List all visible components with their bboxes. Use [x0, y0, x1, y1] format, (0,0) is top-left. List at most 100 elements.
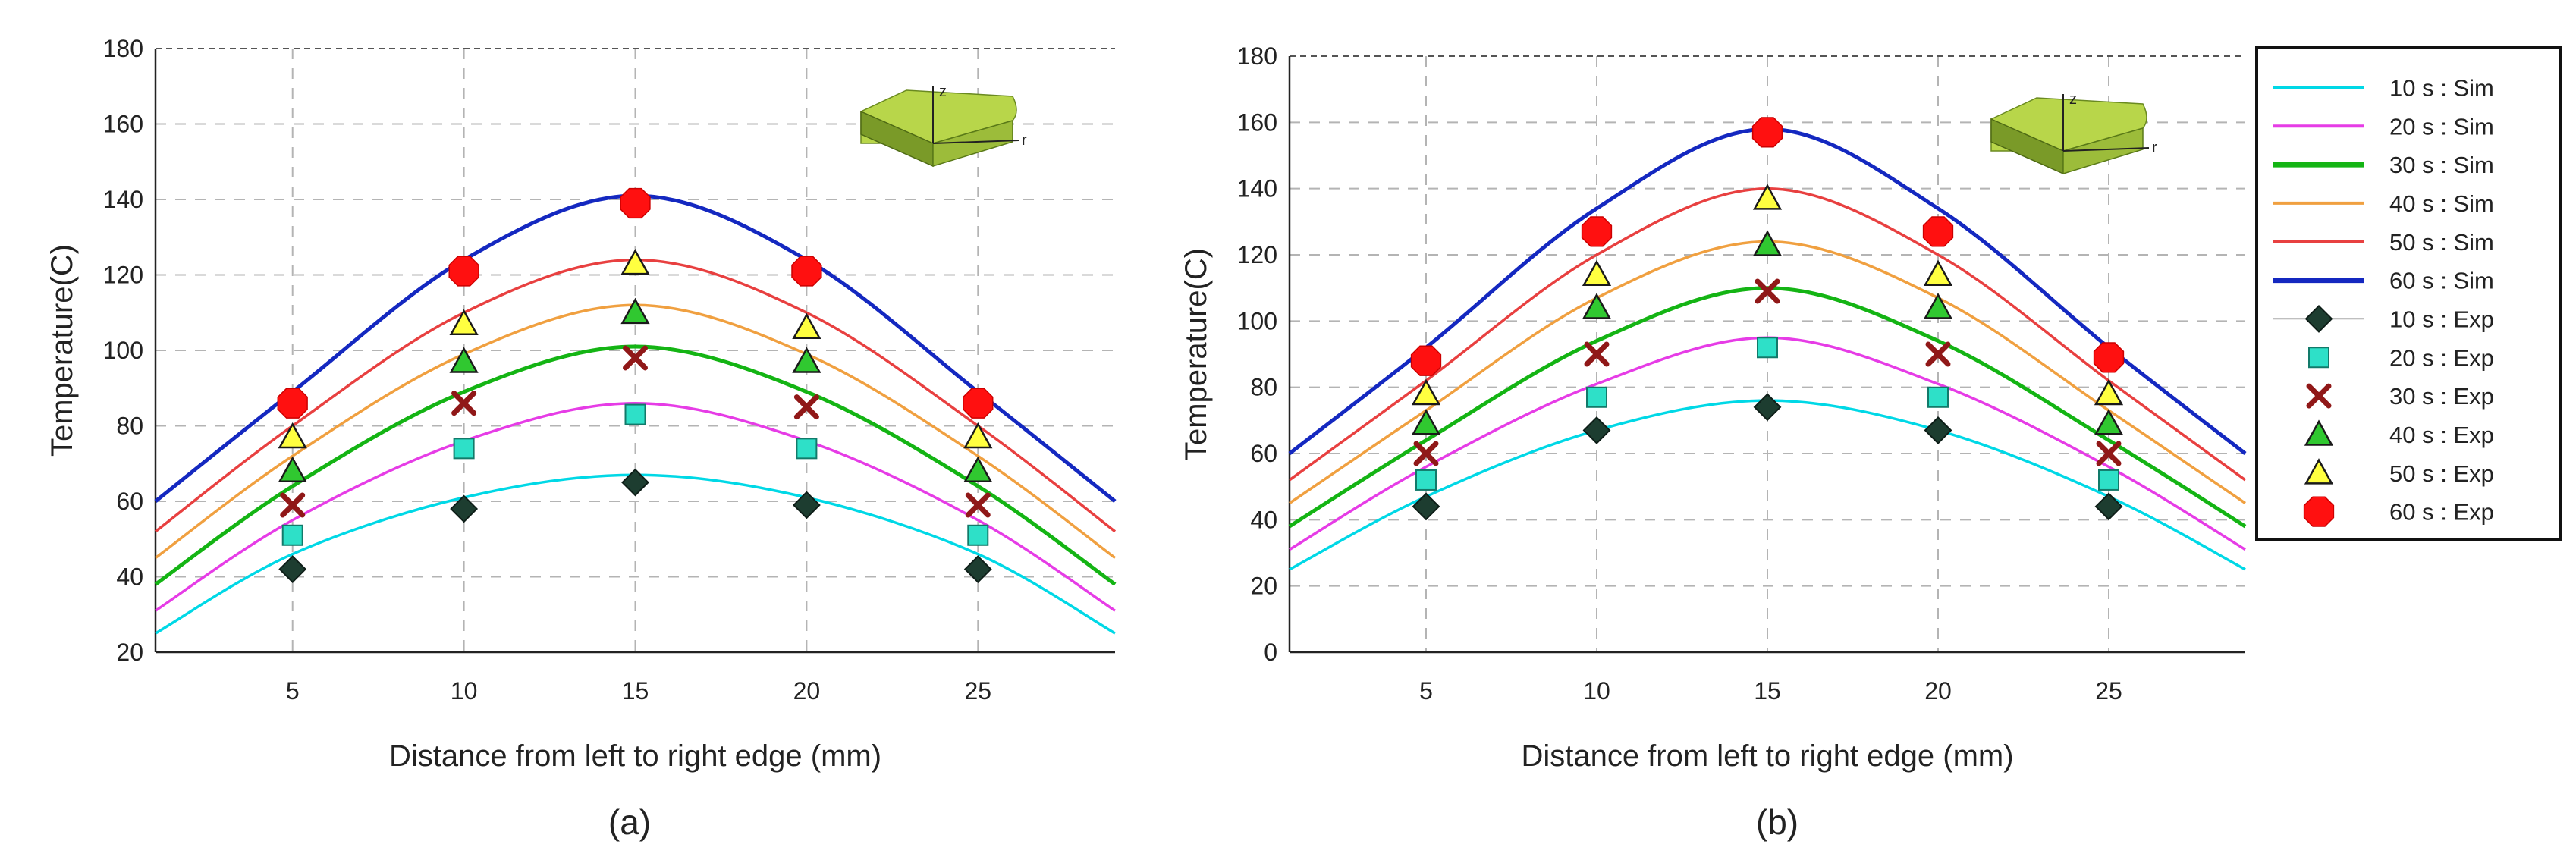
- inset-side-face-a: [932, 120, 1013, 168]
- legend-item-6: 10 s : Exp: [2273, 305, 2494, 333]
- exp-series-b-0: [1412, 393, 2123, 521]
- exp-point-a-5-3: [791, 256, 822, 287]
- y-tick-label-a-1: 40: [116, 563, 143, 591]
- exp-point-b-5-3: [1922, 216, 1954, 247]
- exp-point-b-4-1: [1582, 259, 1612, 287]
- y-tick-label-b-9: 180: [1237, 42, 1277, 70]
- exp-point-b-5-4: [2093, 342, 2125, 373]
- exp-point-a-1-0: [281, 524, 303, 546]
- exp-point-a-0-1: [450, 494, 479, 523]
- exp-series-a-3: [278, 297, 993, 483]
- exp-series-a-0: [278, 468, 992, 583]
- exp-point-b-1-3: [1927, 386, 1949, 408]
- exp-point-b-1-4: [2098, 469, 2119, 491]
- exp-point-b-3-0: [1411, 409, 1441, 435]
- chart-panel-b: 5 10 15 20 25 0 20 40 60 80 100 120 140 160 180 Distanc…: [1180, 42, 2247, 773]
- exp-point-b-2-4: [2096, 441, 2122, 466]
- exp-point-a-1-3: [796, 438, 818, 460]
- exp-point-a-4-3: [792, 312, 821, 339]
- legend-marker-11: [2303, 496, 2335, 527]
- exp-point-b-2-2-stroke-2: [1755, 278, 1780, 304]
- y-tick-label-b-2: 40: [1250, 506, 1277, 533]
- exp-point-a-2-1-stroke-2: [451, 391, 477, 416]
- x-tick-label-a-4: 25: [964, 677, 991, 705]
- exp-point-a-5-1: [448, 256, 479, 287]
- legend-label-10: 50 s : Exp: [2389, 460, 2494, 487]
- exp-point-b-4-2: [1752, 184, 1783, 210]
- y-tick-label-a-4: 100: [103, 337, 143, 364]
- exp-point-b-2-0-stroke-2: [1413, 441, 1439, 466]
- exp-point-a-3-4: [963, 456, 993, 483]
- exp-series-a-5: [277, 187, 994, 419]
- x-tick-label-b-0: 5: [1419, 677, 1433, 705]
- legend-marker-10: [2304, 458, 2334, 485]
- exp-point-b-2-4-stroke-2: [2096, 441, 2122, 466]
- y-tick-label-b-1: 20: [1250, 573, 1277, 600]
- legend-item-2: 30 s : Sim: [2273, 152, 2494, 178]
- panel-label-b: (b): [1756, 802, 1798, 842]
- exp-point-a-3-2: [620, 297, 650, 325]
- exp-point-a-2-2: [623, 345, 648, 371]
- legend-item-10: 50 s : Exp: [2304, 458, 2494, 487]
- inset-r-label-b: r: [2152, 140, 2157, 156]
- exp-point-a-5-4: [963, 388, 994, 419]
- x-tick-label-b-2: 15: [1754, 677, 1781, 705]
- inset-r-label-a: r: [1022, 132, 1027, 149]
- y-tick-label-a-6: 140: [103, 186, 143, 213]
- legend-marker-6: [2304, 305, 2333, 333]
- exp-series-a-4: [278, 249, 993, 449]
- legend-label-11: 60 s : Exp: [2389, 499, 2494, 526]
- inset-geometry-a: zr: [860, 83, 1027, 168]
- x-tick-label-b-3: 20: [1924, 677, 1952, 705]
- exp-series-b-3: [1411, 230, 2124, 435]
- legend-label-1: 20 s : Sim: [2389, 113, 2494, 140]
- exp-point-b-3-2: [1752, 230, 1783, 256]
- x-axis-title-a: Distance from left to right edge (mm): [389, 739, 881, 773]
- legend-item-8: 30 s : Exp: [2306, 383, 2494, 410]
- x-tick-label-a-2: 15: [622, 677, 649, 705]
- exp-point-b-2-1-stroke-2: [1584, 341, 1610, 367]
- legend-item-1: 20 s : Sim: [2273, 113, 2494, 140]
- exp-point-a-0-4: [963, 555, 992, 583]
- exp-series-a-2: [280, 345, 991, 518]
- legend-item-11: 60 s : Exp: [2303, 496, 2494, 527]
- y-tick-label-b-8: 160: [1237, 108, 1277, 136]
- exp-point-a-2-0: [280, 492, 306, 518]
- y-tick-label-b-4: 80: [1250, 374, 1277, 401]
- exp-point-b-3-4: [2094, 409, 2124, 435]
- exp-series-a-1: [281, 403, 989, 546]
- sim-line-a-1: [155, 401, 1116, 612]
- y-tick-label-a-0: 20: [116, 639, 143, 666]
- x-tick-label-a-1: 10: [451, 677, 478, 705]
- y-tick-label-b-0: 0: [1264, 639, 1277, 666]
- legend-item-0: 10 s : Sim: [2273, 74, 2494, 101]
- exp-point-a-2-4: [965, 492, 991, 518]
- exp-point-a-0-0: [278, 555, 307, 583]
- y-tick-label-a-3: 80: [116, 413, 143, 440]
- exp-point-a-2-2-stroke-2: [623, 345, 648, 371]
- y-tick-label-b-5: 100: [1237, 307, 1277, 334]
- exp-series-b-1: [1415, 337, 2119, 491]
- exp-point-b-5-1: [1581, 216, 1613, 247]
- exp-point-a-3-0: [278, 456, 307, 483]
- legend-item-4: 50 s : Sim: [2273, 229, 2494, 256]
- legend-label-8: 30 s : Exp: [2389, 383, 2494, 410]
- exp-point-b-0-4: [2094, 492, 2123, 521]
- legend-label-7: 20 s : Exp: [2389, 344, 2494, 371]
- exp-point-a-0-3: [792, 491, 821, 519]
- exp-point-b-5-0: [1410, 345, 1442, 376]
- exp-point-b-4-3: [1923, 259, 1953, 287]
- exp-point-a-4-0: [278, 422, 307, 449]
- legend-label-6: 10 s : Exp: [2389, 306, 2494, 332]
- x-tick-label-a-0: 5: [286, 677, 300, 705]
- exp-point-a-2-4-stroke-2: [965, 492, 991, 518]
- exp-point-a-1-4: [967, 524, 989, 546]
- y-tick-label-a-5: 120: [103, 262, 143, 289]
- exp-point-b-1-2: [1757, 337, 1778, 359]
- exp-point-b-0-0: [1412, 492, 1440, 521]
- exp-series-b-4: [1411, 184, 2124, 406]
- legend-label-4: 50 s : Sim: [2389, 229, 2494, 256]
- y-tick-label-b-6: 120: [1237, 241, 1277, 268]
- inset-side-face-b: [2062, 127, 2144, 175]
